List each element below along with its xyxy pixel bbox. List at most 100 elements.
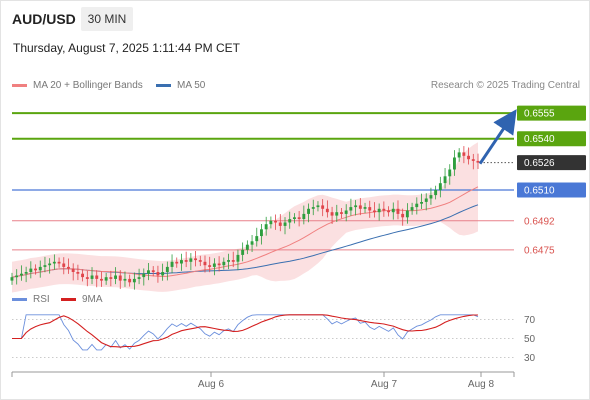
- candle-body: [194, 258, 197, 261]
- resistance-label-1-bg: [517, 105, 586, 121]
- rsi-panel: 70 50 30: [12, 314, 536, 364]
- candle-body: [236, 254, 240, 262]
- candle-body: [349, 207, 353, 211]
- legend-ma9: 9MA: [61, 294, 103, 305]
- candle-body: [231, 260, 235, 262]
- ma20-swatch: [12, 84, 27, 87]
- candle-body: [316, 205, 320, 208]
- candle-body: [368, 207, 372, 211]
- candle-body: [250, 241, 254, 245]
- candle-body: [10, 277, 14, 281]
- candle-body: [255, 236, 259, 242]
- candle-body: [260, 229, 263, 237]
- candle-body: [132, 278, 136, 283]
- candle-body: [302, 213, 306, 219]
- ma50-swatch: [156, 84, 171, 87]
- x-tick-label: Aug 8: [468, 379, 495, 390]
- pivot-label: 0.6510: [524, 186, 555, 197]
- resistance-label-2-bg: [517, 131, 586, 147]
- credit-text: Research © 2025 Trading Central: [430, 80, 580, 91]
- candle-body: [325, 208, 329, 213]
- candle-body: [443, 176, 447, 184]
- candle-body: [184, 260, 188, 262]
- forecast-arrow-line: [478, 109, 517, 165]
- rsi-tick-label: 50: [524, 334, 536, 345]
- candle-body: [212, 263, 216, 267]
- candle-body: [24, 272, 28, 274]
- candle-body: [434, 190, 438, 196]
- candle-body: [156, 272, 160, 276]
- moving-averages: [11, 186, 479, 278]
- legend-ma20-label: MA 20 + Bollinger Bands: [33, 80, 143, 91]
- candle-body: [67, 266, 70, 269]
- candle-body: [203, 261, 207, 266]
- ma9-swatch: [61, 298, 76, 301]
- candle-body: [429, 195, 433, 199]
- candle-body: [175, 261, 179, 264]
- rsi-tick-label: 70: [524, 315, 536, 326]
- price-level-labels: 0.6555 0.6540 0.6526 0.6510 0.6492 0.6475: [517, 105, 586, 256]
- candle-body: [288, 219, 292, 223]
- candle-body: [161, 272, 165, 276]
- candle-body: [114, 275, 117, 279]
- candle-body: [330, 212, 334, 216]
- current-price-label-bg: [517, 155, 586, 171]
- candle-body: [363, 207, 367, 209]
- candle-body: [405, 210, 409, 218]
- candle-body: [208, 265, 212, 267]
- price-levels: [12, 112, 514, 251]
- legend-ma50-label: MA 50: [177, 80, 206, 91]
- x-axis: Aug 6 Aug 7 Aug 8: [11, 371, 515, 390]
- timeframe-badge[interactable]: 30 MIN: [81, 7, 133, 31]
- candle-body: [227, 260, 230, 262]
- candle-body: [222, 261, 226, 266]
- candle-body: [457, 152, 461, 158]
- legend-ma20: MA 20 + Bollinger Bands: [12, 80, 143, 91]
- candle-body: [43, 265, 47, 267]
- candle-body: [128, 278, 132, 283]
- candle-body: [293, 217, 296, 219]
- timestamp: Thursday, August 7, 2025 1:11:44 PM CET: [13, 41, 241, 55]
- candle-body: [424, 198, 428, 202]
- candle-body: [307, 208, 310, 214]
- support-label-2: 0.6475: [524, 245, 555, 256]
- candlesticks: [10, 146, 480, 290]
- candle-body: [62, 263, 66, 267]
- candle-body: [420, 202, 423, 204]
- candle-body: [38, 266, 42, 271]
- candle-body: [382, 208, 386, 211]
- candle-body: [387, 210, 390, 213]
- candle-body: [147, 270, 150, 274]
- current-price-label: 0.6526: [524, 158, 555, 169]
- support-label-1: 0.6492: [524, 216, 555, 227]
- candle-body: [15, 275, 19, 278]
- candle-body: [453, 157, 456, 170]
- candle-body: [52, 261, 56, 264]
- candle-body: [95, 275, 99, 279]
- candle-body: [321, 205, 325, 209]
- candle-body: [391, 208, 395, 213]
- candle-body: [76, 272, 80, 274]
- candle-body: [104, 277, 108, 281]
- candle-body: [448, 169, 452, 177]
- x-tick-label: Aug 7: [371, 379, 398, 390]
- candle-body: [189, 258, 193, 262]
- candle-body: [123, 278, 127, 281]
- candle-body: [71, 268, 75, 272]
- rsi-swatch: [12, 298, 27, 301]
- candle-body: [57, 261, 61, 264]
- resistance-label-2: 0.6540: [524, 134, 555, 145]
- candle-body: [269, 220, 273, 225]
- forecast-arrow: [478, 109, 517, 165]
- legend-rsi-label: RSI: [33, 294, 50, 305]
- candle-body: [109, 277, 113, 279]
- resistance-label-1: 0.6555: [524, 109, 555, 120]
- candle-body: [373, 210, 376, 213]
- candle-body: [100, 278, 103, 281]
- candle-body: [151, 270, 155, 272]
- candle-body: [245, 244, 249, 250]
- legend-ma9-label: 9MA: [82, 294, 103, 305]
- candle-body: [311, 207, 315, 209]
- candle-body: [142, 273, 146, 278]
